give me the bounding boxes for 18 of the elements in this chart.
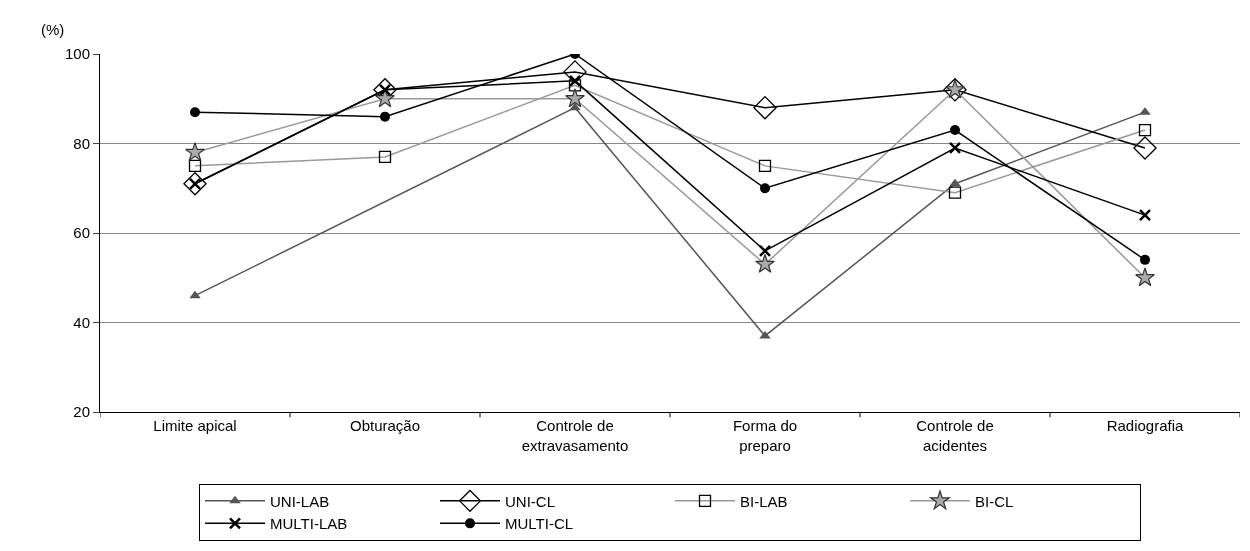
y-tick-label: 80 xyxy=(73,134,90,152)
x-tick-label: Controle de acidentes xyxy=(916,417,994,454)
x-tick-label: Controle de extravasamento xyxy=(521,417,629,454)
legend-label: MULTI-LAB xyxy=(270,515,348,533)
legend-label: BI-CL xyxy=(975,492,1014,510)
y-tick-label: 20 xyxy=(73,403,90,421)
x-tick-label: Obturação xyxy=(349,417,421,434)
legend-label: BI-LAB xyxy=(740,492,788,510)
legend-label: MULTI-CL xyxy=(505,515,574,533)
x-tick-label: Forma do preparo xyxy=(732,417,798,454)
x-tick-label: Radiografia xyxy=(1106,417,1185,434)
y-tick-label: 100 xyxy=(64,45,90,63)
legend-label: UNI-LAB xyxy=(270,492,330,510)
y-tick-label: 60 xyxy=(73,224,90,242)
y-axis-title: (%) xyxy=(41,21,65,38)
y-tick-label: 40 xyxy=(73,313,90,331)
x-tick-label: Limite apical xyxy=(153,417,237,434)
legend-label: UNI-CL xyxy=(505,492,556,510)
